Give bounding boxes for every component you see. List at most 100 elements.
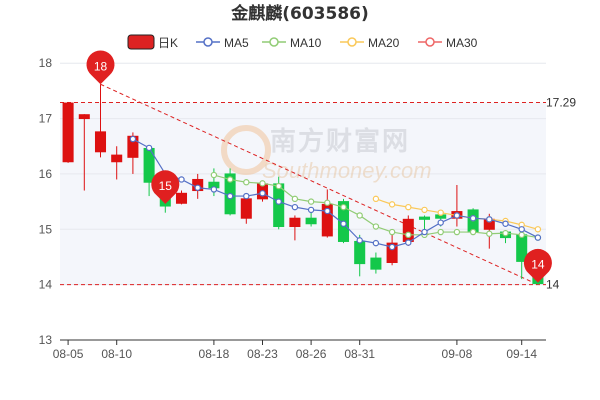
ma5-point xyxy=(486,216,493,223)
ma10-point xyxy=(388,228,396,236)
x-tick-label: 09-08 xyxy=(442,347,473,361)
ma5-point xyxy=(178,176,185,183)
ma10-point xyxy=(243,179,250,186)
ma5-point xyxy=(145,144,153,152)
y-tick-label: 17 xyxy=(39,112,53,126)
legend-label: MA5 xyxy=(224,36,249,50)
y-tick-label: 13 xyxy=(39,333,53,347)
ma5-point xyxy=(421,228,428,236)
ma5-point xyxy=(194,184,201,191)
candle xyxy=(418,215,431,230)
x-tick-label: 08-26 xyxy=(296,347,327,361)
ma20-point xyxy=(421,206,428,214)
watermark: 南方财富网 Southmoney.com xyxy=(221,125,432,183)
pin-label: 18 xyxy=(94,59,108,73)
pin-shape xyxy=(523,248,552,283)
ma10-point xyxy=(486,230,493,237)
legend-marker-icon xyxy=(347,37,357,47)
candle xyxy=(305,212,317,227)
ma5-point xyxy=(291,203,299,211)
legend-label: 日K xyxy=(158,36,178,50)
ma5-point xyxy=(129,135,137,143)
chart-title: 金麒麟(603586) xyxy=(230,3,369,24)
ma10-point xyxy=(275,182,282,190)
y-tick-label: 18 xyxy=(39,56,53,70)
y-axis: 13 14 15 16 17 18 xyxy=(39,56,53,347)
ma10-point xyxy=(453,228,461,236)
candle-body xyxy=(273,183,285,228)
watermark-cn: 南方财富网 xyxy=(270,126,410,156)
ma10-point xyxy=(210,171,218,179)
candle-body xyxy=(62,102,74,163)
candle-body xyxy=(402,218,414,242)
ma5-point xyxy=(356,237,363,244)
trend-line xyxy=(100,83,539,286)
ma5-point xyxy=(372,239,380,247)
ma5-point xyxy=(259,190,266,197)
legend-label: MA10 xyxy=(290,36,322,50)
candle-body xyxy=(370,257,382,270)
x-tick-label: 08-10 xyxy=(101,347,132,361)
trend-lines: 17.29 14 xyxy=(60,83,576,292)
x-tick-label: 08-05 xyxy=(53,347,84,361)
ma10-point xyxy=(259,180,266,187)
ma5-point xyxy=(340,220,347,227)
candle xyxy=(289,215,301,241)
pin-shape xyxy=(151,170,180,205)
legend-marker-icon xyxy=(269,37,279,47)
reference-line-label: 17.29 xyxy=(546,96,576,110)
ma10-point xyxy=(372,223,380,230)
ma5-point xyxy=(324,207,331,215)
ma10-point xyxy=(356,212,363,219)
candle xyxy=(94,84,107,158)
candle xyxy=(175,190,188,205)
ma10-point xyxy=(518,231,525,239)
ma5-point xyxy=(469,215,477,222)
ma5-point xyxy=(226,192,234,200)
y-tick-label: 16 xyxy=(39,167,53,181)
pin-marker: 18 xyxy=(86,50,115,85)
candle-body xyxy=(175,192,188,204)
ma10-point xyxy=(340,203,347,211)
ma20-point xyxy=(388,201,396,208)
candle xyxy=(224,168,236,216)
plot-area xyxy=(60,102,546,285)
candle-body xyxy=(354,240,366,265)
x-tick-label: 08-23 xyxy=(247,347,278,361)
candle-body xyxy=(289,217,301,228)
pin-marker: 14 xyxy=(523,248,552,283)
annotation-pins: 18 15 14 xyxy=(86,50,552,283)
legend-item: 日K xyxy=(127,34,178,50)
candle xyxy=(111,146,123,180)
legend-label: MA20 xyxy=(368,36,400,50)
ma5-point xyxy=(275,198,282,205)
x-tick-label: 08-18 xyxy=(199,347,230,361)
ma5-point xyxy=(388,243,396,251)
candle-body xyxy=(386,242,398,263)
ma5-point xyxy=(210,186,218,193)
plot-band xyxy=(60,102,546,285)
candle-body xyxy=(111,154,123,163)
ma5-point xyxy=(243,192,250,200)
ma20-point xyxy=(372,195,380,203)
ma10-point xyxy=(226,176,234,183)
legend-item: MA10 xyxy=(262,36,322,50)
candle-body xyxy=(418,216,431,220)
watermark-logo-icon xyxy=(221,125,271,175)
legend-marker-icon xyxy=(425,37,435,47)
reference-line-label: 14 xyxy=(546,278,560,292)
ma5-point xyxy=(534,234,542,241)
candle-body xyxy=(78,114,90,120)
legend-marker-icon xyxy=(203,37,213,47)
candle xyxy=(62,101,74,163)
pin-marker: 15 xyxy=(151,170,180,205)
legend-item: MA5 xyxy=(196,36,249,50)
candle xyxy=(370,252,382,274)
legend-item: MA20 xyxy=(340,36,400,50)
ma10-point xyxy=(469,228,477,236)
ma20-point xyxy=(437,209,444,216)
ma10-point xyxy=(502,229,509,237)
pin-label: 15 xyxy=(159,179,173,193)
ma10-point xyxy=(324,199,331,206)
